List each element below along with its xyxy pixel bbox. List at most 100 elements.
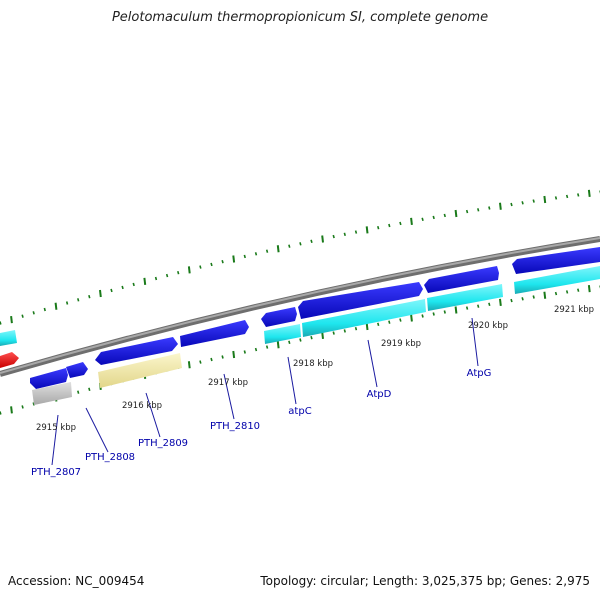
inner-tick — [443, 310, 446, 314]
accession-text: Accession: NC_009454 — [8, 574, 145, 588]
outer-tick — [377, 225, 380, 230]
cds-reverse-2[interactable] — [66, 362, 88, 378]
cds-forward-5[interactable] — [424, 266, 499, 293]
feature-cyan-3[interactable] — [427, 284, 503, 311]
inner-tick — [32, 402, 35, 406]
outer-tick — [388, 223, 391, 228]
gene-label[interactable]: PTH_2808 — [85, 452, 135, 463]
inner-tick — [477, 304, 480, 308]
gene-label[interactable]: AtpD — [367, 389, 392, 400]
topology-summary: Topology: circular; Length: 3,025,375 bp… — [260, 574, 590, 588]
inner-tick — [88, 387, 91, 392]
inner-tick — [232, 350, 236, 359]
feature-cyan-2[interactable] — [302, 299, 426, 337]
outer-tick — [54, 302, 58, 310]
kbp-label: 2919 kbp — [381, 339, 421, 349]
gene-label[interactable]: AtpG — [467, 368, 492, 379]
outer-tick — [488, 206, 491, 210]
inner-tick — [21, 405, 24, 409]
outer-tick — [499, 202, 502, 210]
outer-tick — [310, 239, 313, 244]
gene-label[interactable]: PTH_2810 — [210, 421, 260, 432]
outer-tick — [354, 230, 358, 234]
inner-tick — [254, 347, 258, 352]
outer-tick — [10, 315, 13, 324]
outer-tick — [221, 259, 224, 264]
inner-tick — [565, 290, 569, 294]
outer-tick — [99, 289, 102, 298]
outer-tick — [477, 208, 480, 212]
cds-forward-1[interactable] — [95, 337, 178, 365]
outer-tick — [21, 314, 24, 318]
outer-tick — [88, 294, 91, 299]
kbp-label: 2916 kbp — [122, 401, 162, 411]
feature-pale-yellow[interactable] — [98, 353, 182, 388]
inner-tick — [532, 295, 535, 299]
feature-cyan-4[interactable] — [514, 266, 600, 294]
feature-cyan-1[interactable] — [264, 324, 301, 344]
inner-tick — [10, 406, 13, 414]
inner-tick — [410, 314, 413, 322]
inner-tick — [521, 297, 524, 301]
inner-tick — [488, 302, 491, 307]
inner-tick — [265, 345, 269, 349]
cds-reverse-1[interactable] — [30, 368, 68, 389]
cds-forward-6[interactable] — [512, 247, 600, 274]
outer-tick — [265, 249, 269, 253]
tick-rings — [0, 189, 600, 415]
inner-tick — [221, 355, 224, 359]
inner-tick — [577, 288, 580, 292]
feature-grey[interactable] — [32, 382, 72, 405]
outer-tick — [587, 189, 591, 198]
kbp-scale-labels: 2915 kbp 2916 kbp 2917 kbp 2918 kbp 2919 kbp… — [36, 305, 594, 433]
outer-tick — [299, 242, 302, 246]
feature-red-left[interactable] — [0, 352, 19, 368]
outer-tick — [210, 262, 213, 267]
inner-tick — [77, 390, 80, 394]
outer-tick — [432, 215, 435, 220]
inner-tick — [465, 306, 469, 310]
inner-tick — [243, 350, 246, 354]
outer-tick — [77, 298, 80, 302]
outer-tick — [43, 307, 46, 312]
outer-tick — [65, 301, 69, 305]
inner-tick — [587, 284, 591, 293]
outer-tick — [154, 276, 158, 281]
outer-tick — [343, 232, 346, 237]
outer-tick — [577, 193, 580, 197]
gene-label[interactable]: PTH_2807 — [31, 467, 81, 478]
inner-tick — [276, 341, 280, 349]
inner-tick — [432, 312, 435, 316]
feature-cyan-left[interactable] — [0, 330, 17, 346]
inner-tick — [310, 335, 313, 340]
inner-tick — [421, 314, 424, 318]
inner-tick — [510, 298, 513, 303]
kbp-label: 2917 kbp — [208, 378, 248, 388]
outer-tick — [554, 196, 558, 200]
outer-tick — [532, 199, 535, 203]
inner-tick — [210, 357, 213, 362]
inner-tick — [554, 291, 558, 296]
inner-tick — [543, 291, 547, 299]
outer-tick — [177, 270, 180, 275]
outer-tick — [454, 209, 458, 218]
outer-tick — [121, 285, 124, 290]
outer-tick — [254, 252, 258, 256]
cds-forward-4[interactable] — [298, 282, 423, 319]
outer-tick — [521, 201, 524, 205]
gene-label[interactable]: PTH_2809 — [138, 438, 188, 449]
kbp-label: 2921 kbp — [554, 305, 594, 315]
outer-tick — [276, 245, 280, 253]
outer-tick — [165, 273, 169, 278]
outer-tick — [365, 226, 369, 234]
outer-tick — [187, 266, 191, 274]
cds-forward-2[interactable] — [180, 320, 249, 347]
inner-tick — [499, 298, 502, 307]
cds-forward-3[interactable] — [261, 307, 297, 327]
outer-tick — [143, 277, 147, 286]
gene-label[interactable]: atpC — [288, 406, 311, 417]
inner-tick — [0, 411, 2, 415]
